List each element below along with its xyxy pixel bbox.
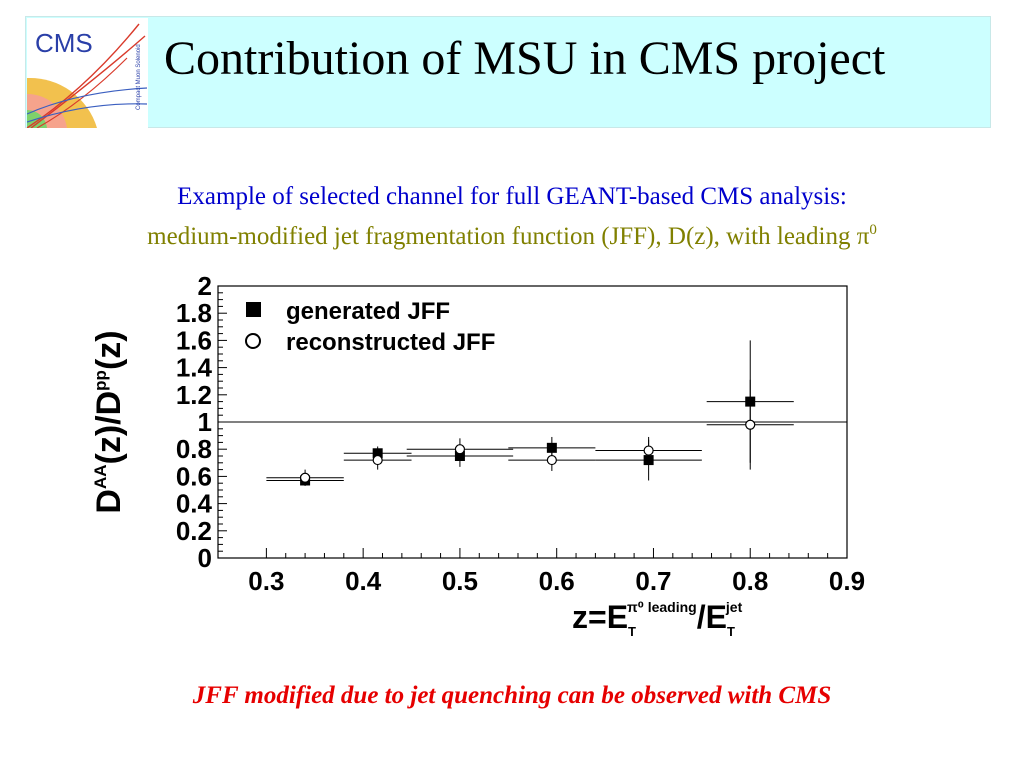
y-tick-label: 0.6 — [176, 461, 212, 491]
reconstructed-jff-point — [372, 454, 383, 466]
x-tick-label: 0.7 — [635, 566, 671, 596]
y-tick-label: 0 — [198, 543, 212, 573]
subtitle-line-1: Example of selected channel for full GEA… — [177, 183, 847, 210]
subtitle-line-2-text: medium-modified jet fragmentation functi… — [147, 223, 870, 250]
y-tick-label: 1.8 — [176, 298, 212, 328]
jff-ratio-chart: 00.20.40.60.811.21.41.61.820.3 0.4 0.5 0.6 0… — [90, 271, 865, 639]
logo-subtext: Compact Muon Solenoid — [136, 44, 142, 110]
x-tick-label: 0.6 — [539, 566, 575, 596]
page-title: Contribution of MSU in CMS project — [164, 32, 886, 85]
x-tick-label: 0.8 — [732, 566, 768, 596]
generated-jff-point — [546, 442, 557, 453]
y-tick-label: 0.4 — [176, 489, 213, 519]
y-tick-label: 1.4 — [176, 353, 213, 383]
conclusion-text: JFF modified due to jet quenching can be… — [192, 682, 832, 709]
slide-header: CMS Compact Muon Solenoid Contribution o… — [25, 16, 991, 128]
y-axis-label: DAA(z)/Dpp(z) — [90, 330, 128, 513]
legend-label: reconstructed JFF — [286, 329, 495, 356]
y-tick-label: 0.2 — [176, 516, 212, 546]
x-tick-label: 0.3 — [248, 566, 284, 596]
reconstructed-jff-point — [643, 445, 654, 456]
legend-label: generated JFF — [286, 298, 450, 325]
cms-logo: CMS Compact Muon Solenoid — [27, 18, 148, 128]
logo-text: CMS — [35, 28, 93, 58]
x-tick-label: 0.5 — [442, 566, 478, 596]
subtitle-line-2: medium-modified jet fragmentation functi… — [0, 222, 1024, 251]
subtitle-line-2-superscript: 0 — [869, 222, 877, 238]
reconstructed-jff-point — [299, 472, 311, 483]
y-tick-label: 1.6 — [176, 325, 212, 355]
reconstructed-jff-point — [546, 454, 557, 466]
x-tick-label: 0.9 — [829, 566, 865, 596]
reconstructed-jff-point — [745, 419, 756, 430]
y-tick-label: 0.8 — [176, 434, 212, 464]
legend-marker-generated — [246, 302, 261, 317]
y-tick-label: 1.2 — [176, 380, 212, 410]
y-tick-label: 1 — [198, 407, 212, 437]
y-tick-label: 2 — [198, 271, 212, 301]
x-axis-label: z=ETπ⁰ leading/ETjet — [572, 599, 743, 639]
reconstructed-jff-point — [454, 444, 466, 455]
legend-marker-reconstructed — [245, 333, 261, 349]
x-tick-label: 0.4 — [345, 566, 382, 596]
